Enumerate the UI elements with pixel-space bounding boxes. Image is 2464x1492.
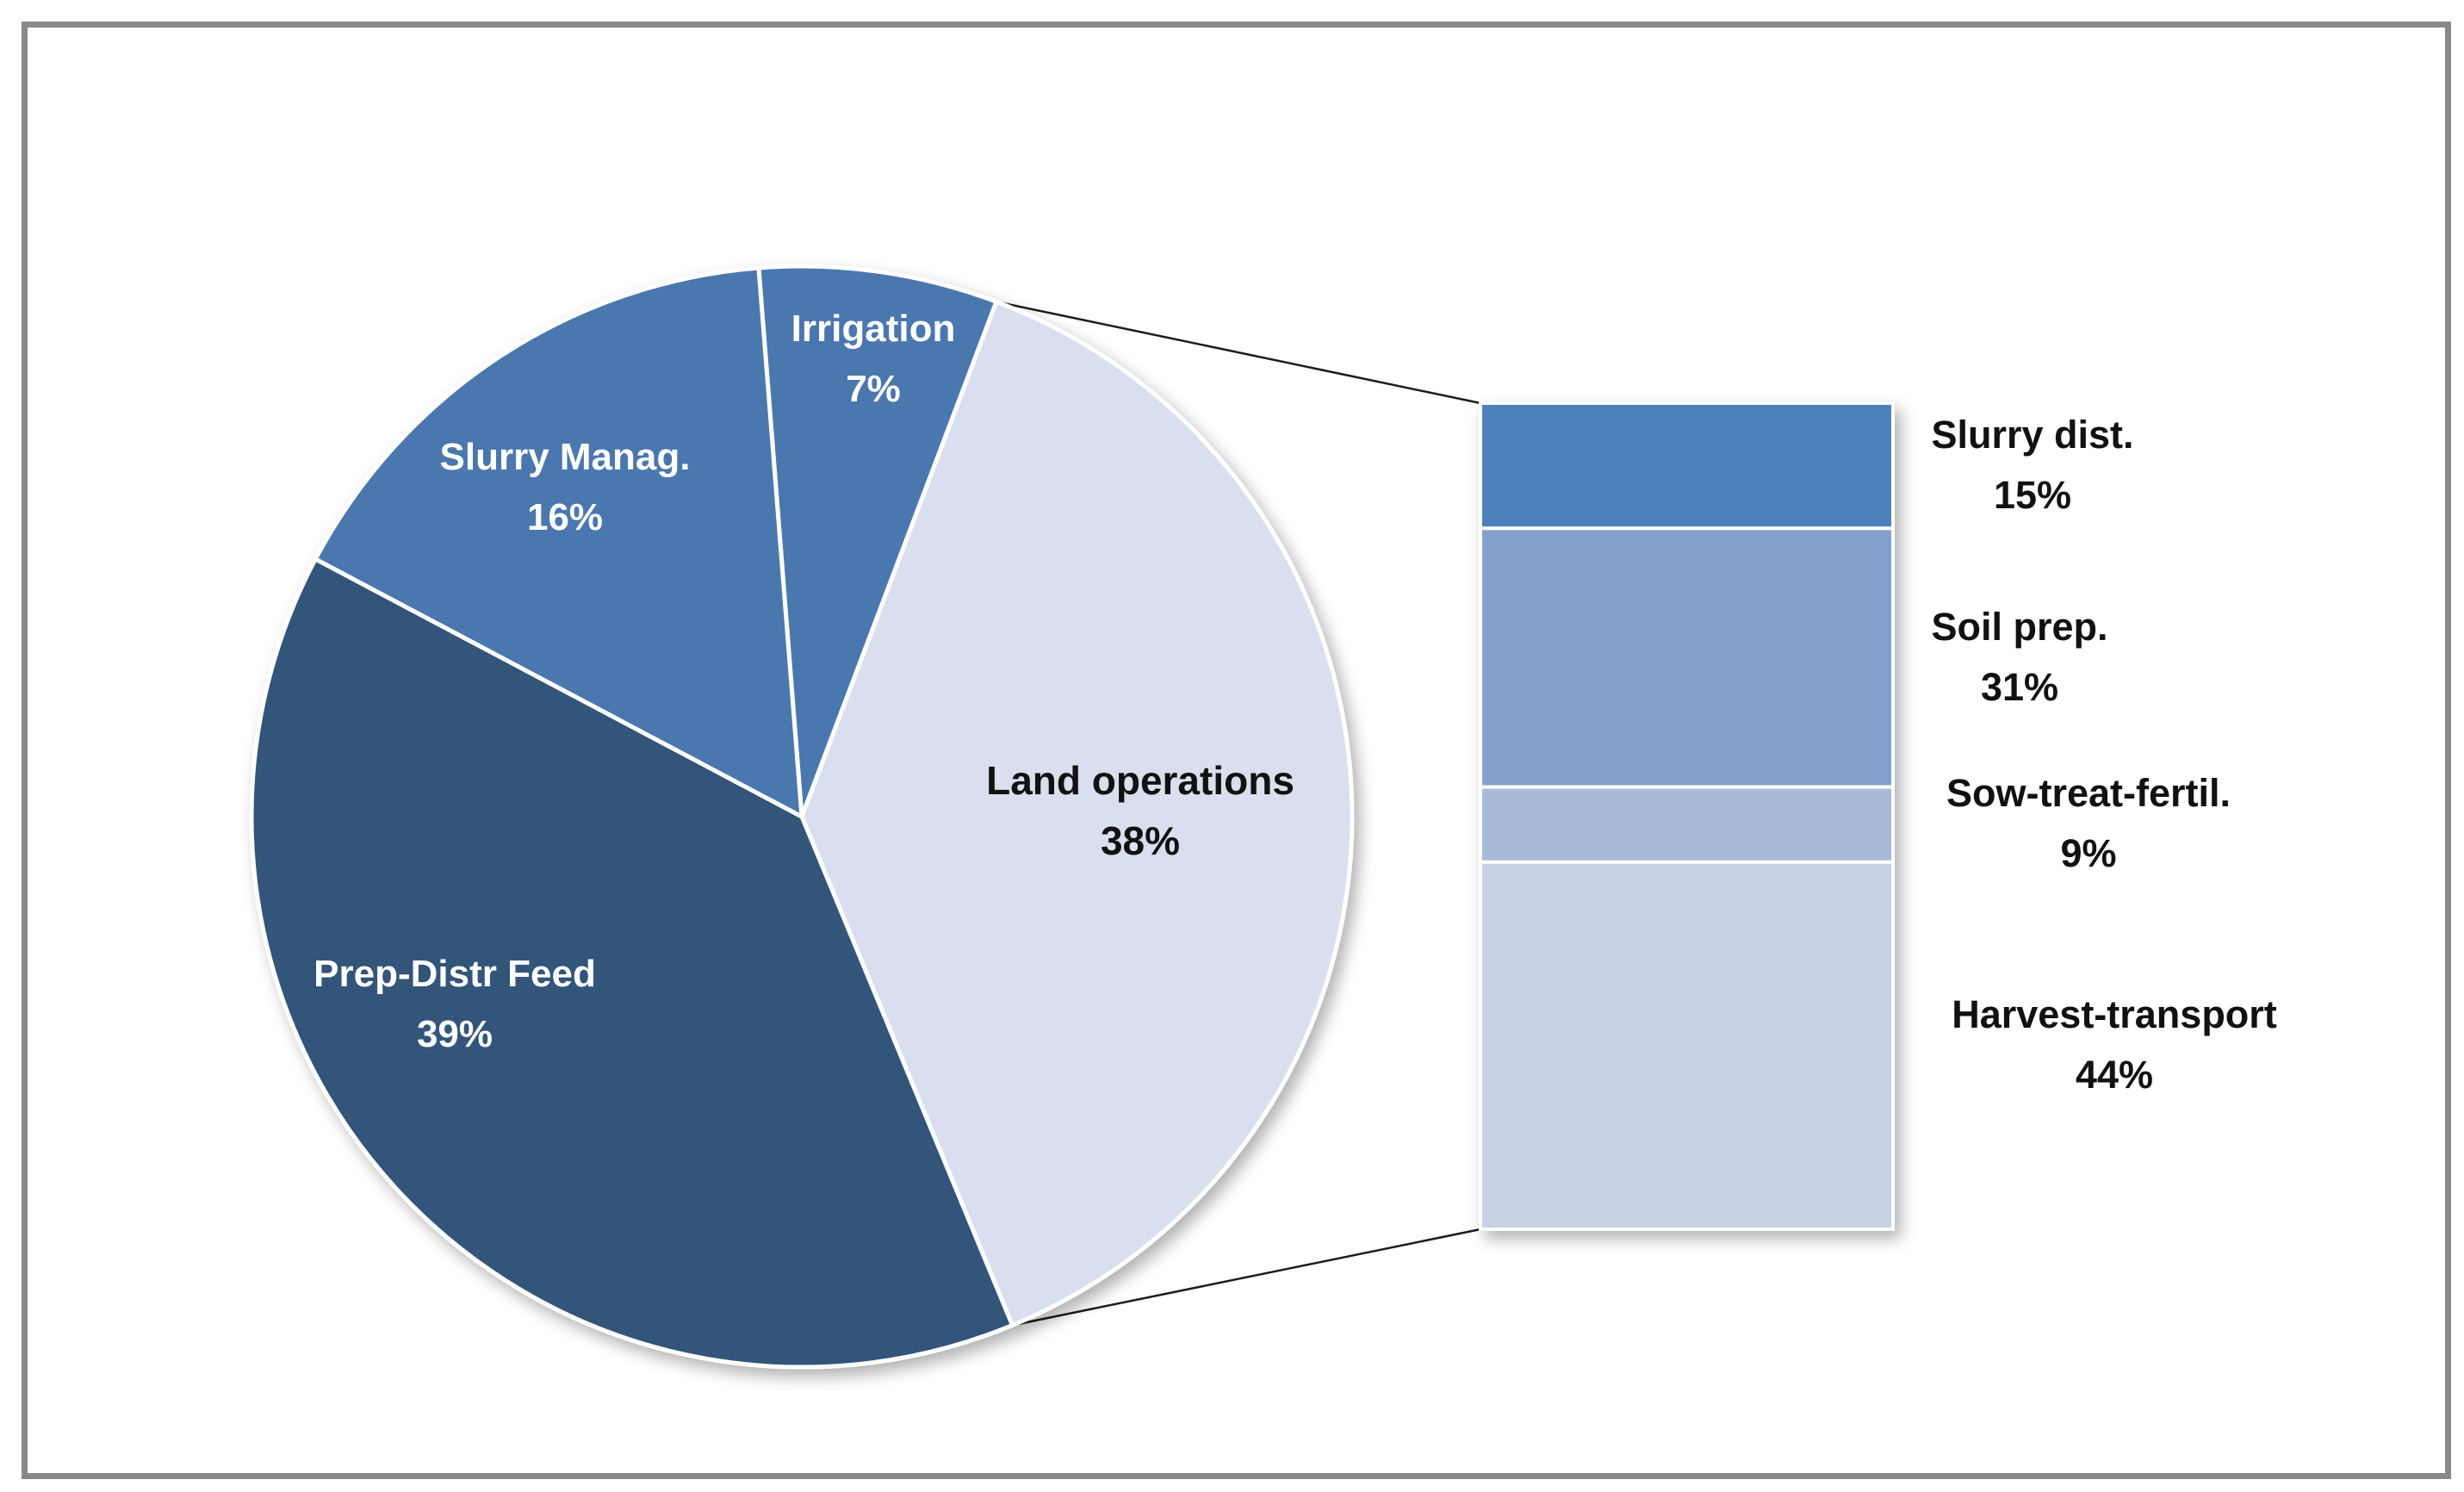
- pie-slice-prep-distr-feed: [249, 556, 1015, 1370]
- bar-segment-sow-treat-fertil: [1479, 785, 1895, 864]
- bar-label-sow-treat-fertil-name: Sow-treat-fertil.: [1946, 771, 2231, 815]
- bar-segment-harvest-transport: [1479, 860, 1895, 1231]
- bar-label-harvest-transport-pct: 44%: [2075, 1053, 2154, 1097]
- pie-slice-slurry-manag: [313, 265, 804, 819]
- pie-label-slurry-manag-pct: 16%: [526, 496, 604, 538]
- breakdown-bar: [1479, 401, 1895, 1231]
- bar-label-harvest-transport: Harvest-transport 44%: [1952, 985, 2277, 1105]
- bar-label-soil-prep-name: Soil prep.: [1931, 605, 2108, 649]
- pie-label-slurry-manag-name: Slurry Manag.: [439, 436, 691, 478]
- bar-label-slurry-dist: Slurry dist. 15%: [1931, 405, 2133, 525]
- pie-label-land-operations-pct: 38%: [1100, 818, 1181, 863]
- pie-label-irrigation-pct: 7%: [846, 368, 901, 410]
- bar-label-slurry-dist-name: Slurry dist.: [1931, 413, 2134, 457]
- pie-label-irrigation-name: Irrigation: [791, 308, 956, 350]
- chart-frame-border: [22, 22, 2451, 1479]
- connector-line-bottom: [1012, 1228, 1481, 1327]
- pie-label-slurry-manag: Slurry Manag. 16%: [440, 427, 691, 548]
- bar-label-soil-prep-pct: 31%: [1980, 665, 2059, 709]
- bar-label-slurry-dist-pct: 15%: [1993, 473, 2072, 517]
- pie-label-irrigation: Irrigation 7%: [791, 299, 956, 420]
- bar-label-soil-prep: Soil prep. 31%: [1931, 597, 2107, 718]
- pie-label-prep-distr-feed-name: Prep-Distr Feed: [313, 953, 596, 995]
- connector-line-top: [996, 301, 1481, 405]
- pie-label-prep-distr-feed-pct: 39%: [416, 1013, 493, 1055]
- bar-segment-soil-prep: [1479, 526, 1895, 789]
- pie-label-prep-distr-feed: Prep-Distr Feed 39%: [313, 944, 596, 1065]
- bar-label-sow-treat-fertil-pct: 9%: [2060, 831, 2117, 875]
- pie-slice-irrigation: [756, 264, 999, 819]
- bar-segment-slurry-dist: [1479, 401, 1895, 531]
- pie-label-land-operations-name: Land operations: [986, 758, 1294, 803]
- bar-label-harvest-transport-name: Harvest-transport: [1952, 992, 2277, 1036]
- connector-lines: [996, 301, 1481, 1327]
- pie-slice-land-operations: [799, 299, 1355, 1327]
- bar-label-sow-treat-fertil: Sow-treat-fertil. 9%: [1946, 763, 2231, 884]
- pie-chart: [249, 264, 1355, 1370]
- pie-label-land-operations: Land operations 38%: [986, 750, 1294, 871]
